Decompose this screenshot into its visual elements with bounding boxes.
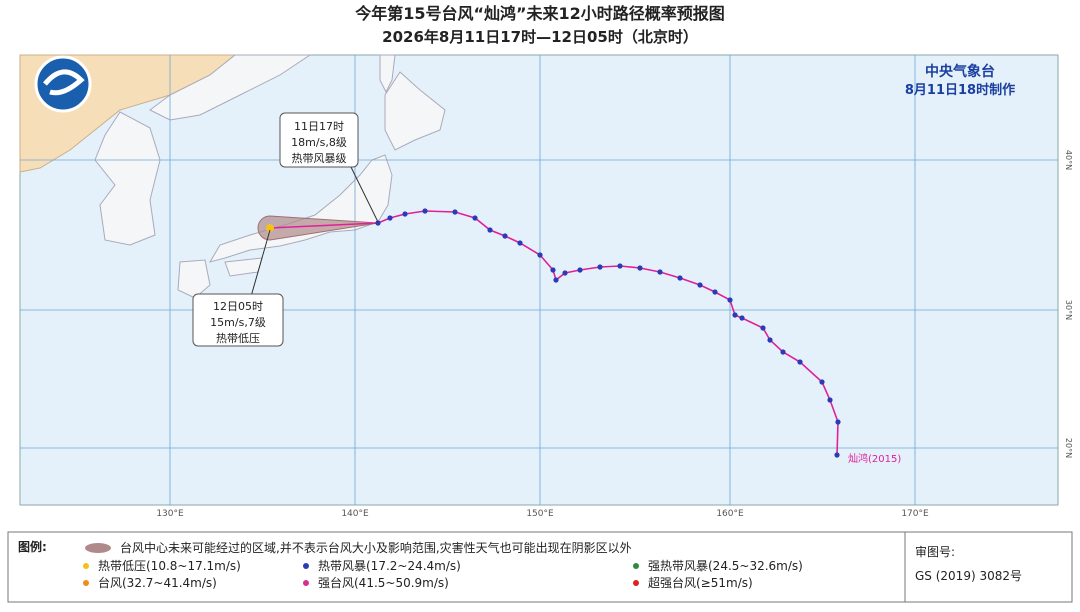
legend-label: 热带低压(10.8~17.1m/s) <box>98 559 241 573</box>
track-point <box>597 264 603 270</box>
track-point <box>780 349 786 355</box>
title: 今年第15号台风“灿鸿”未来12小时路径概率预报图 <box>354 4 725 23</box>
track-point <box>797 359 803 365</box>
review-number: GS (2019) 3082号 <box>915 569 1022 583</box>
lat-label: 20°N <box>1064 438 1073 458</box>
forecast-point <box>266 224 274 232</box>
track-point <box>727 297 733 303</box>
track-point <box>677 275 683 281</box>
lon-label: 130°E <box>156 509 184 519</box>
past-track <box>377 210 839 456</box>
legend-dot <box>303 563 309 569</box>
legend-dot <box>633 580 639 586</box>
legend-label: 强台风(41.5~50.9m/s) <box>318 575 449 590</box>
legend-dot <box>83 580 89 586</box>
callout-text: 12日05时 <box>213 300 263 313</box>
track-point <box>517 240 523 246</box>
callout-text: 18m/s,8级 <box>291 136 347 149</box>
subtitle: 2026年8月11日17时—12日05时（北京时） <box>382 28 698 46</box>
track-point <box>375 220 381 226</box>
logo <box>34 55 92 113</box>
track-point <box>452 209 458 215</box>
callout-text: 热带风暴级 <box>292 152 347 165</box>
legend-cone-icon <box>85 543 111 553</box>
lat-label: 30°N <box>1064 300 1073 320</box>
callout-leader <box>249 229 271 301</box>
callout-text: 15m/s,7级 <box>210 316 266 329</box>
legend-label: 强热带风暴(24.5~32.6m/s) <box>648 559 803 573</box>
track-point <box>767 337 773 343</box>
land <box>149 54 312 121</box>
lon-label: 140°E <box>341 509 369 519</box>
track-point <box>834 452 840 458</box>
legend-label: 热带风暴(17.2~24.4m/s) <box>318 559 461 573</box>
land <box>384 71 446 151</box>
callout-text: 热带低压 <box>216 332 260 345</box>
track-point <box>537 252 543 258</box>
logo-mark <box>43 69 85 96</box>
legend-label: 台风(32.7~41.4m/s) <box>98 575 217 590</box>
land <box>94 111 161 246</box>
track-point <box>472 215 478 221</box>
agency-name: 中央气象台 <box>925 63 995 80</box>
track-point <box>739 315 745 321</box>
track-point <box>387 215 393 221</box>
track-point <box>835 419 841 425</box>
legend-dot <box>633 563 639 569</box>
legend-title: 图例: <box>18 539 47 554</box>
track-point <box>550 267 556 273</box>
legend-cone-text: 台风中心未来可能经过的区域,并不表示台风大小及影响范围,灾害性天气也可能出现在阴… <box>120 540 632 555</box>
forecast-track <box>269 222 379 229</box>
track-point <box>577 267 583 273</box>
legend-frame <box>7 531 1073 603</box>
track-point <box>657 269 663 275</box>
lon-label: 160°E <box>716 509 744 519</box>
land <box>379 54 396 94</box>
track-point <box>553 277 559 283</box>
track-point <box>732 312 738 318</box>
legend-dot <box>303 580 309 586</box>
track-point <box>562 270 568 276</box>
track-point <box>760 325 766 331</box>
review-label: 审图号: <box>915 544 955 559</box>
map: 130°E 140°E 150°E 160°E 170°E 40°N 30°N 20°N 中央… <box>19 54 1073 519</box>
track-point <box>712 289 718 295</box>
legend-dot <box>83 563 89 569</box>
ocean <box>19 54 1059 506</box>
track-point <box>617 263 623 269</box>
lon-label: 170°E <box>901 509 929 519</box>
track-point <box>422 208 428 214</box>
track-point <box>637 265 643 271</box>
track-point <box>697 282 703 288</box>
callout-box <box>279 112 359 168</box>
callout-leader <box>349 164 379 223</box>
track-point <box>502 233 508 239</box>
lat-label: 40°N <box>1064 150 1073 170</box>
issued-time: 8月11日18时制作 <box>905 82 1015 98</box>
storm-label: 灿鸿(2015) <box>848 452 901 465</box>
track-point <box>402 211 408 217</box>
lon-label: 150°E <box>526 509 554 519</box>
land <box>177 259 211 299</box>
track-point <box>827 397 833 403</box>
legend-label: 超强台风(≥51m/s) <box>648 575 753 590</box>
track-point <box>487 227 493 233</box>
callout-box <box>192 293 284 347</box>
track-point <box>819 379 825 385</box>
callout-text: 11日17时 <box>294 120 344 133</box>
